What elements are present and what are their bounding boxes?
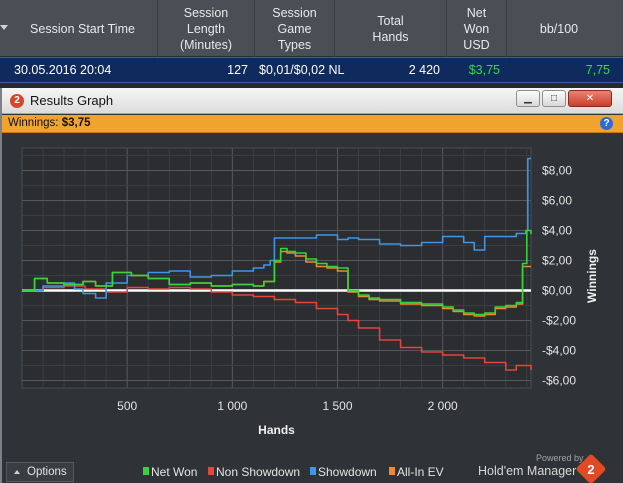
x-axis-label: Hands <box>258 423 295 437</box>
col-session-start-time[interactable]: Session Start Time <box>8 0 158 57</box>
legend-swatch-non-showdown <box>208 467 214 475</box>
chevron-up-icon <box>14 470 20 474</box>
y-tick-label: -$6,00 <box>542 374 576 388</box>
series-line-non-showdown <box>22 285 532 371</box>
col-net-won-usd[interactable]: Net Won USD <box>447 0 507 57</box>
y-tick-label: $8,00 <box>542 164 572 178</box>
minimize-button[interactable]: ▁ <box>516 90 540 107</box>
winnings-label: Winnings: <box>8 117 59 129</box>
y-tick-label: -$4,00 <box>542 344 576 358</box>
winnings-value: $3,75 <box>61 117 91 129</box>
y-tick-label: $2,00 <box>542 254 572 268</box>
x-tick-label: 1 000 <box>217 399 247 413</box>
sort-arrow-icon[interactable] <box>0 25 8 30</box>
options-label: Options <box>27 466 67 478</box>
options-button[interactable]: Options <box>6 462 74 482</box>
help-icon[interactable]: ? <box>600 117 613 130</box>
table-bottom-strip <box>0 83 623 88</box>
col-session-length[interactable]: Session Length (Minutes) <box>158 0 255 57</box>
winnings-bar: Winnings: $3,75 ? <box>2 115 623 133</box>
powered-by-label: Powered by <box>536 453 584 463</box>
cell-start-time: 30.05.2016 20:04 <box>14 63 112 77</box>
cell-length: 127 <box>227 63 248 77</box>
y-tick-label: -$2,00 <box>542 314 576 328</box>
winnings-summary: Winnings: $3,75 <box>8 117 90 129</box>
x-tick-label: 500 <box>117 399 137 413</box>
series-line-net-won <box>22 229 532 316</box>
plot-area <box>21 147 532 389</box>
x-tick-label: 2 000 <box>428 399 458 413</box>
col-total-hands[interactable]: Total Hands <box>335 0 447 57</box>
hm2-app-icon: 2 <box>10 94 24 108</box>
window-title: Results Graph <box>30 93 114 108</box>
close-button[interactable]: ✕ <box>568 90 612 107</box>
y-axis-label: Winnings <box>585 249 599 303</box>
col-bb-100[interactable]: bb/100 <box>539 21 579 36</box>
session-table-row[interactable]: 30.05.2016 20:04 127 $0,01/$0,02 NL 2 42… <box>0 57 623 83</box>
legend-non-showdown[interactable]: Non Showdown <box>216 465 301 479</box>
legend-swatch-all-in-ev <box>389 467 395 475</box>
legend-all-in-ev[interactable]: All-In EV <box>397 465 444 479</box>
maximize-button[interactable]: □ <box>542 90 566 107</box>
cell-total-hands: 2 420 <box>408 63 440 77</box>
hm2-logo-mark: 2 <box>587 462 595 477</box>
cell-bb-100: 7,75 <box>585 63 610 77</box>
brand-name: Hold'em Manager <box>478 464 577 478</box>
x-tick-label: 1 500 <box>322 399 352 413</box>
y-tick-label: $6,00 <box>542 194 572 208</box>
col-session-game-types[interactable]: Session Game Types <box>255 0 335 57</box>
window-titlebar[interactable]: 2 Results Graph ▁ □ ✕ <box>2 88 623 114</box>
legend-swatch-net-won <box>143 467 149 475</box>
legend-swatch-showdown <box>310 467 316 475</box>
cell-game-types: $0,01/$0,02 NL <box>259 63 345 77</box>
session-table-header: Session Start Time Session Length (Minut… <box>0 0 623 57</box>
y-tick-label: $0,00 <box>542 284 572 298</box>
cell-net-won: $3,75 <box>468 63 500 77</box>
legend-showdown[interactable]: Showdown <box>318 465 377 479</box>
y-tick-label: $4,00 <box>542 224 572 238</box>
series-line-showdown <box>22 157 531 299</box>
legend-net-won[interactable]: Net Won <box>151 465 198 479</box>
